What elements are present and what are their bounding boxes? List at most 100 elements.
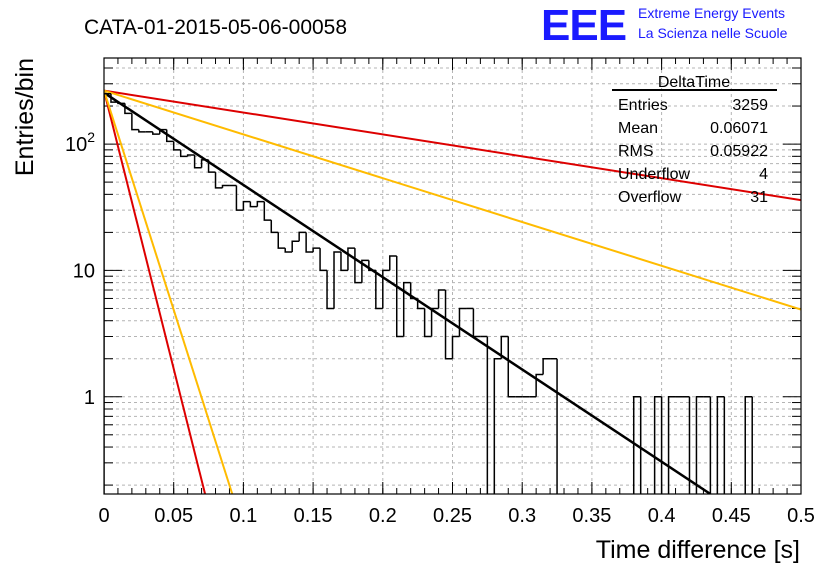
- histogram-bin: [409, 282, 418, 300]
- histogram-bin: [152, 131, 160, 135]
- histogram-bin: [249, 201, 258, 208]
- histogram-bin: [688, 396, 691, 494]
- histogram-bin: [291, 240, 300, 252]
- histogram-bin: [486, 336, 489, 494]
- stats-mean-value: 0.06071: [710, 120, 768, 137]
- histogram-bin: [437, 289, 446, 309]
- stats-underflow-label: Underflow: [618, 166, 690, 183]
- histogram-bin: [451, 335, 460, 359]
- y-tick-label: 102: [65, 129, 95, 156]
- histogram-bin: [395, 256, 404, 338]
- x-tick-label: 0: [98, 505, 109, 527]
- eee-logo-text: EEE: [541, 1, 626, 50]
- histogram-bin: [104, 93, 111, 494]
- histogram-bin: [200, 159, 209, 168]
- histogram-bin: [326, 270, 335, 310]
- x-tick-label: 0.3: [508, 505, 536, 527]
- x-axis-label: Time difference [s]: [596, 536, 800, 564]
- y-tick-label: 1: [84, 387, 95, 409]
- histogram-bin: [117, 102, 125, 105]
- histogram-bin: [256, 200, 265, 207]
- eee-logo-line1: Extreme Energy Events: [638, 5, 785, 21]
- histogram-bin: [305, 232, 314, 253]
- y-tick-labels: 1 10 102: [65, 129, 95, 409]
- histogram-bin: [556, 358, 558, 494]
- histogram-bin: [179, 149, 188, 158]
- histogram-bin: [333, 251, 341, 309]
- fit-curves: [104, 89, 801, 494]
- stats-mean-label: Mean: [618, 120, 658, 137]
- x-tick-label: 0.15: [294, 505, 333, 527]
- histogram-bin: [444, 289, 453, 360]
- eee-logo-line2: La Scienza nelle Scuole: [638, 25, 788, 41]
- stats-entries-value: 3259: [732, 97, 768, 114]
- stats-rms-value: 0.05922: [710, 143, 768, 160]
- histogram-bin: [138, 129, 146, 133]
- histogram-bin: [751, 396, 753, 494]
- histogram-bin: [298, 231, 307, 242]
- x-tick-label: 0.4: [648, 505, 676, 527]
- x-tick-label: 0.05: [154, 505, 193, 527]
- histogram-bin: [263, 201, 272, 221]
- histogram-bin: [347, 247, 355, 271]
- plot-frame: [103, 57, 802, 495]
- x-tick-label: 0.1: [229, 505, 257, 527]
- histogram-bin: [172, 141, 181, 151]
- x-tick-label: 0.35: [572, 505, 611, 527]
- histogram-bin: [354, 248, 362, 284]
- histogram-bin: [500, 335, 509, 359]
- histogram-bin: [639, 396, 642, 494]
- histogram-bin: [207, 159, 216, 173]
- histogram-bin: [312, 247, 321, 252]
- histogram-bin: [458, 307, 467, 337]
- histogram-bin: [744, 396, 753, 494]
- stats-title: DeltaTime: [658, 74, 730, 91]
- histogram-bin: [535, 373, 544, 397]
- histogram-bin: [124, 103, 132, 115]
- x-tick-labels: 0 0.05 0.1 0.15 0.2 0.25 0.3 0.35 0.4 0.45 0.5: [98, 505, 814, 527]
- histogram-bin: [695, 396, 704, 494]
- histogram-bin: [507, 336, 516, 398]
- histogram-bin: [423, 308, 432, 338]
- histogram-bin: [221, 184, 230, 188]
- histogram-bin: [382, 269, 390, 309]
- histogram-bin: [653, 396, 662, 494]
- fit-curve-2: [104, 89, 801, 202]
- histogram-bin: [277, 232, 286, 249]
- histogram-bin: [110, 93, 118, 103]
- stats-underflow-value: 4: [759, 166, 768, 183]
- histogram-bin: [493, 357, 502, 494]
- stats-rms-label: RMS: [618, 143, 654, 160]
- x-tick-label: 0.25: [433, 505, 472, 527]
- histogram-bin: [632, 396, 641, 494]
- histogram-bin: [709, 396, 712, 494]
- histogram-bin: [131, 113, 139, 131]
- histogram-bin: [165, 129, 174, 143]
- histogram-bin: [340, 251, 348, 272]
- histogram-bin: [402, 281, 411, 337]
- histogram-bin: [416, 298, 425, 310]
- histogram-bin: [361, 259, 369, 283]
- histogram-bin: [214, 172, 223, 189]
- fit-curve-3: [104, 89, 801, 311]
- run-title: CATA-01-2015-05-06-00058: [84, 16, 347, 39]
- grid: [104, 58, 801, 494]
- stats-entries-label: Entries: [618, 97, 668, 114]
- y-axis-label: Entries/bin: [11, 58, 39, 176]
- stats-overflow-label: Overflow: [618, 189, 682, 206]
- histogram-bin: [430, 307, 439, 337]
- histogram-bin: [186, 154, 195, 157]
- stats-box: DeltaTime Entries 3259 Mean 0.06071 RMS …: [612, 74, 777, 206]
- histogram-bin: [716, 396, 725, 494]
- histogram-bin: [660, 396, 663, 494]
- x-tick-label: 0.45: [712, 505, 751, 527]
- histogram-bin: [242, 200, 251, 211]
- histogram-bin: [159, 128, 167, 135]
- fit-curve-4: [104, 90, 207, 494]
- histogram-bin: [542, 357, 551, 375]
- histogram-bin: [472, 308, 481, 338]
- histogram-bin: [723, 396, 726, 494]
- histogram-bin: [319, 248, 328, 272]
- histogram-bin: [270, 220, 279, 234]
